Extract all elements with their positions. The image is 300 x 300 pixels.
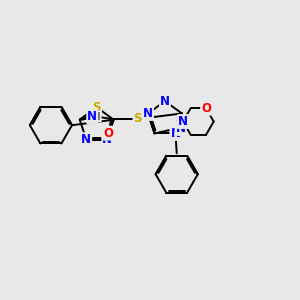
Text: O: O	[201, 102, 211, 115]
Text: H: H	[92, 112, 101, 122]
Text: N: N	[102, 133, 112, 146]
Text: N: N	[170, 127, 181, 140]
Text: N: N	[87, 110, 97, 123]
Text: N: N	[176, 122, 185, 135]
Text: N: N	[81, 133, 91, 146]
Text: S: S	[134, 112, 142, 125]
Text: N: N	[143, 107, 153, 120]
Text: O: O	[104, 127, 114, 140]
Text: N: N	[160, 94, 170, 108]
Text: N: N	[178, 115, 188, 128]
Text: S: S	[92, 101, 101, 114]
